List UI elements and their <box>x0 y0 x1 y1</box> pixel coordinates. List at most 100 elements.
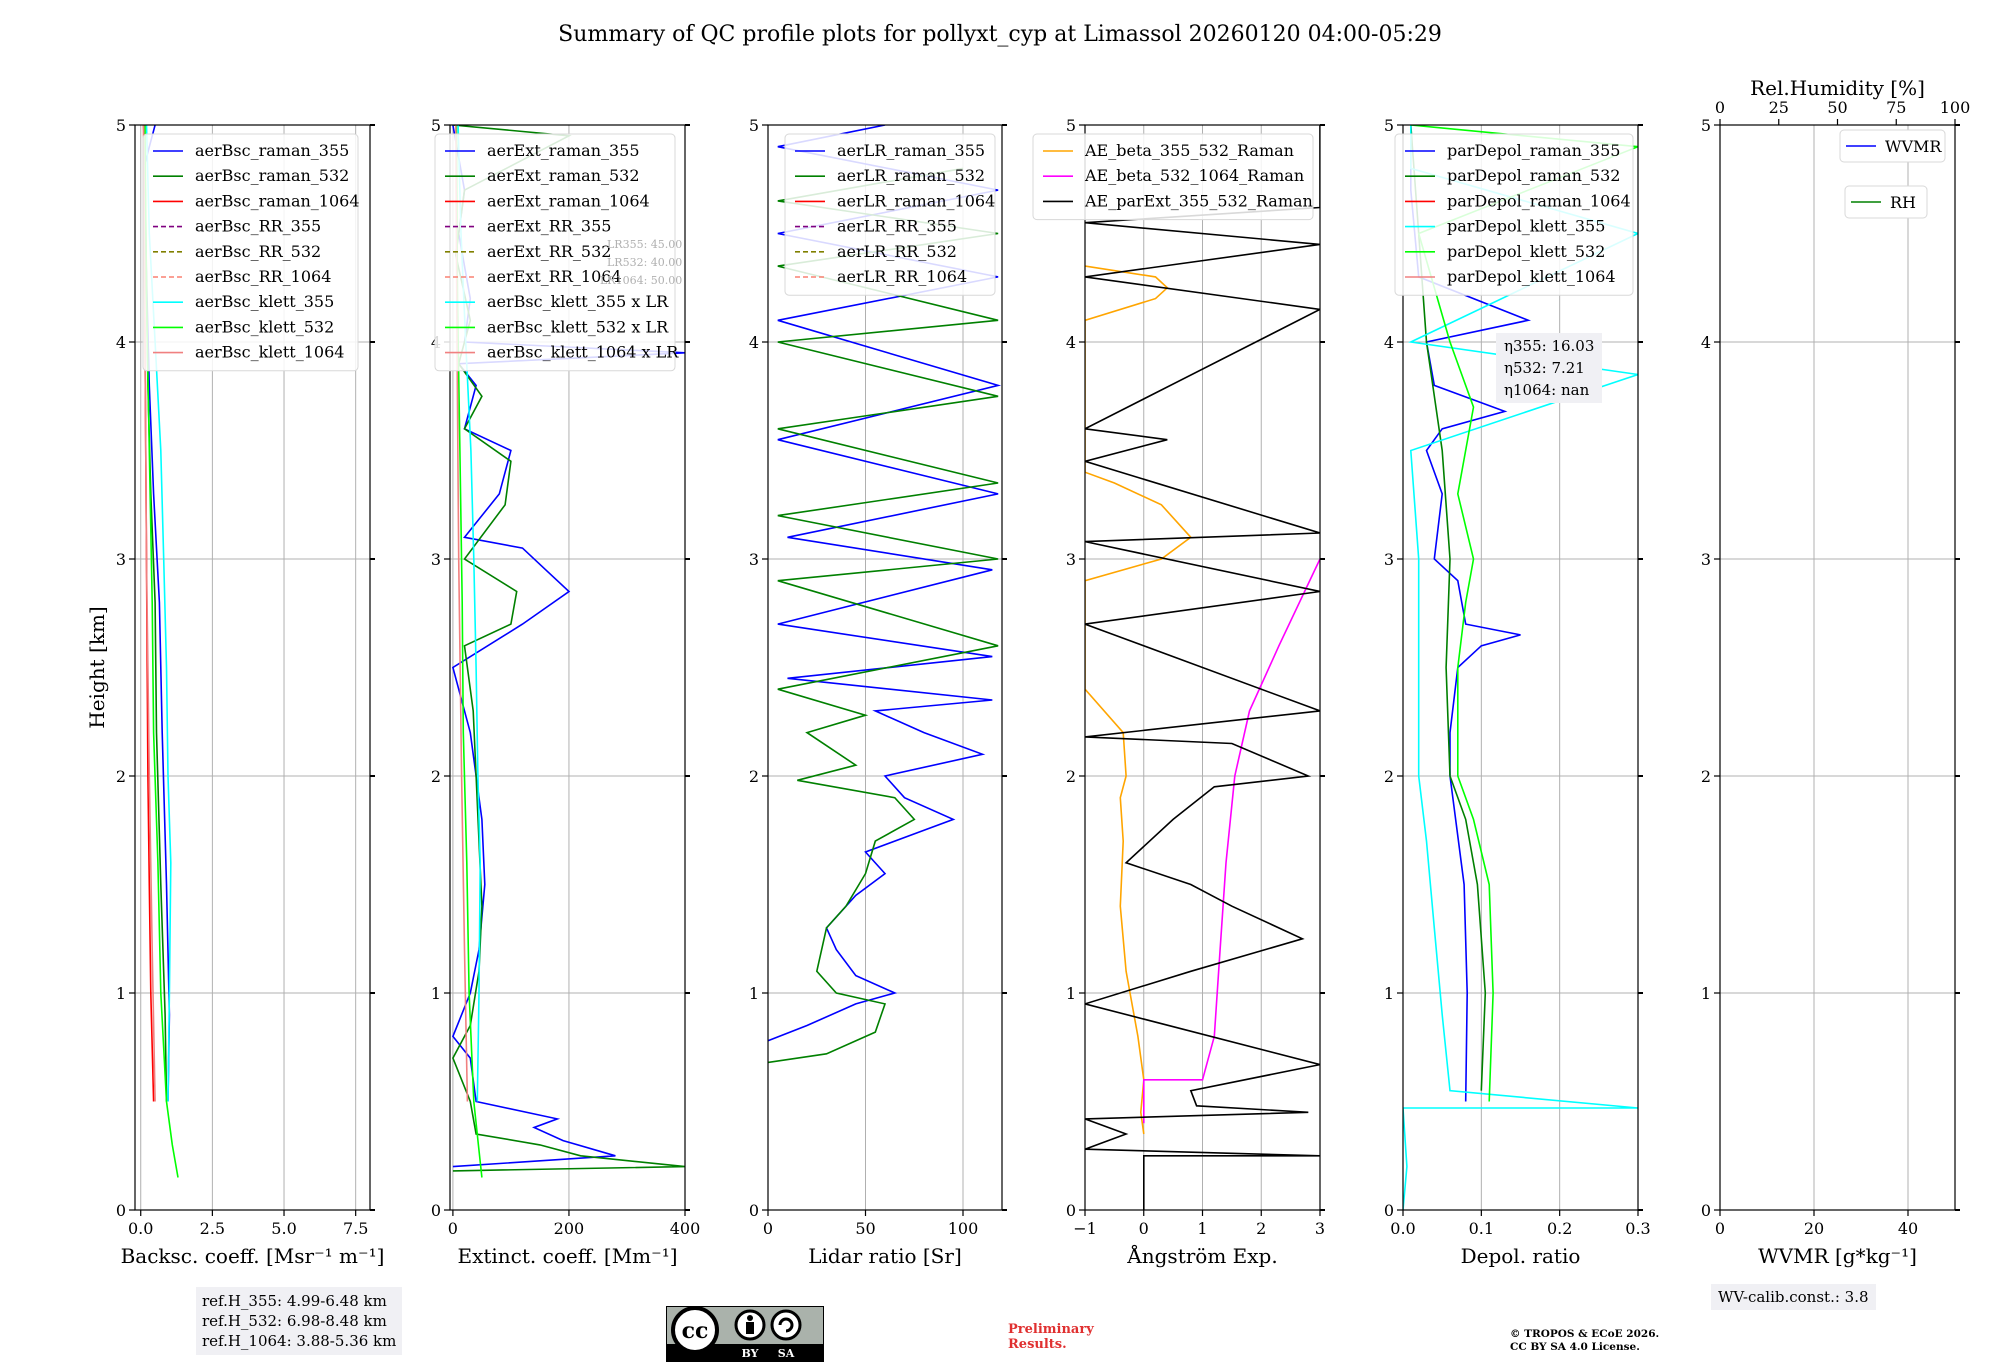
legend-label-ext-5: aerExt_RR_1064 <box>487 267 622 286</box>
ytick-label-depol-1: 1 <box>1384 984 1394 1003</box>
panel-wv: 0 20 40 0 1 2 3 4 5 WVMR [g*kg⁻¹] 0 25 50 75 100 Rel.Hu… <box>1701 76 1970 1268</box>
x2-axis-label-wv: Rel.Humidity [%] <box>1750 76 1925 100</box>
panel-ext: 0200400012345Extinct. coeff. [Mm⁻¹]aerEx… <box>431 116 700 1268</box>
ytick-label-ae-2: 2 <box>1066 767 1076 786</box>
legend-label-ext-0: aerExt_raman_355 <box>487 141 640 160</box>
cc-by-label: BY <box>742 1347 759 1360</box>
legend-box-lr <box>784 133 996 296</box>
x-axis-label-wv: WVMR [g*kg⁻¹] <box>1758 1244 1917 1268</box>
ytick-label-bsc-0: 0 <box>116 1201 126 1220</box>
ytick-label-ae-3: 3 <box>1066 550 1076 569</box>
xtick-label-depol-0: 0.0 <box>1390 1219 1415 1238</box>
ytick-label-wv-3: 3 <box>1701 550 1711 569</box>
legend-label-ext-4: aerExt_RR_532 <box>487 242 611 261</box>
legend-wv-1: RH <box>1844 185 1928 219</box>
ytick-label-ae-5: 5 <box>1066 116 1076 135</box>
ytick-label-depol-4: 4 <box>1384 333 1394 352</box>
xtick-label-depol-1: 0.1 <box>1469 1219 1494 1238</box>
legend-label-bsc-7: aerBsc_klett_532 <box>195 317 334 336</box>
ref-height-box: ref.H_355: 4.99-6.48 km ref.H_532: 6.98-… <box>196 1287 403 1355</box>
cc-sa-label: SA <box>778 1347 795 1360</box>
svg-text:cc: cc <box>682 1318 709 1344</box>
copyright-line-2: CC BY SA 4.0 License. <box>1510 1341 1640 1353</box>
plot-frame-wv <box>1719 124 1956 1211</box>
legend-label-bsc-3: aerBsc_RR_355 <box>195 217 321 236</box>
xtick-label-ae-1: 0 <box>1139 1219 1149 1238</box>
ytick-label-depol-2: 2 <box>1384 767 1394 786</box>
legend-label-bsc-4: aerBsc_RR_532 <box>195 242 321 261</box>
legend-label-ae-0: AE_beta_355_532_Raman <box>1084 141 1294 160</box>
series-group-lr <box>768 125 1002 1064</box>
ytick-label-lr-5: 5 <box>749 116 759 135</box>
ytick-label-lr-0: 0 <box>749 1201 759 1220</box>
legend-box-bsc <box>142 133 359 372</box>
ytick-label-bsc-2: 2 <box>116 767 126 786</box>
legend-label-ext-6: aerBsc_klett_355 x LR <box>487 292 669 311</box>
panel-lr: 0 50 100 0 1 2 3 4 5 Lidar ratio [Sr] aerLR_raman_… <box>749 116 1007 1268</box>
legend-lr: aerLR_raman_355 aerLR_raman_532 aerLR_rama… <box>784 133 996 296</box>
lr-fixed-532: LR532: 40.00 <box>607 256 683 269</box>
ytick-label-ae-0: 0 <box>1066 1201 1076 1220</box>
legend-label-ext-3: aerExt_RR_355 <box>487 217 611 236</box>
series-line-ae-0 <box>1085 265 1192 1135</box>
plot-frame-lr <box>767 124 1003 1211</box>
ytick-label-wv-1: 1 <box>1701 984 1711 1003</box>
ytick-label-ext-5: 5 <box>431 116 441 135</box>
ytick-label-ext-3: 3 <box>431 550 441 569</box>
legend-label-bsc-1: aerBsc_raman_532 <box>195 166 349 185</box>
xtick-label-bsc-2: 5.0 <box>271 1219 296 1238</box>
xtick-label-wv-1: 20 <box>1804 1219 1824 1238</box>
legend-label-ext-2: aerExt_raman_1064 <box>487 191 650 210</box>
ytick-label-lr-2: 2 <box>749 767 759 786</box>
ytick-label-depol-3: 3 <box>1384 550 1394 569</box>
x-axis-label-bsc: Backsc. coeff. [Msr⁻¹ m⁻¹] <box>121 1244 385 1268</box>
eta-355: η355: 16.03 <box>1504 337 1595 355</box>
xtick-label-ext-1: 200 <box>554 1219 585 1238</box>
legend-label-bsc-5: aerBsc_RR_1064 <box>195 267 331 286</box>
ytick-label-lr-3: 3 <box>749 550 759 569</box>
ref-height-1064: ref.H_1064: 3.88-5.36 km <box>202 1332 397 1350</box>
legend-label-lr-0: aerLR_raman_355 <box>837 141 985 160</box>
xtick-label-bsc-0: 0.0 <box>128 1219 153 1238</box>
legend-label-depol-1: parDepol_raman_532 <box>1447 166 1620 185</box>
series-line-ext-0 <box>451 125 685 1168</box>
xtick-label-bsc-1: 2.5 <box>200 1219 225 1238</box>
ytick-label-wv-0: 0 <box>1701 1201 1711 1220</box>
eta-box: η355: 16.03 η532: 7.21 η1064: nan <box>1496 333 1603 403</box>
eta-532: η532: 7.21 <box>1504 359 1585 377</box>
ytick-label-ae-4: 4 <box>1066 333 1076 352</box>
ytick-label-wv-4: 4 <box>1701 333 1711 352</box>
xtick-label-ae-3: 2 <box>1256 1219 1266 1238</box>
wv-calib-box: WV-calib.const.: 3.8 <box>1711 1284 1876 1310</box>
legend-label-lr-3: aerLR_RR_355 <box>837 217 957 236</box>
legend-label-bsc-8: aerBsc_klett_1064 <box>195 343 344 362</box>
ytick-label-bsc-5: 5 <box>116 116 126 135</box>
copyright-note: © TROPOS & ECoE 2026. CC BY SA 4.0 Licen… <box>1510 1328 1659 1354</box>
ytick-label-depol-0: 0 <box>1384 1201 1394 1220</box>
xtick-label-wv-2: 40 <box>1898 1219 1918 1238</box>
legend-box-wv-1 <box>1844 185 1928 219</box>
legend-ext: aerExt_raman_355 aerExt_raman_532 aerExt_r… <box>434 133 679 372</box>
x-axis-label-ext: Extinct. coeff. [Mm⁻¹] <box>457 1244 677 1268</box>
y-axis-label: Height [km] <box>85 606 109 728</box>
figure-title: Summary of QC profile plots for pollyxt_… <box>558 22 1442 47</box>
x-axis-label-ae: Ångström Exp. <box>1126 1243 1277 1268</box>
legend-box-ext <box>434 133 676 372</box>
plot-frame-depol <box>1402 124 1639 1211</box>
x2tick-label-wv-3: 75 <box>1886 98 1906 117</box>
ytick-label-lr-1: 1 <box>749 984 759 1003</box>
panel-depol: 0.0 0.1 0.2 0.3 0 1 2 3 4 5 Depol. ratio parDepol_r… <box>1384 116 1651 1268</box>
legend-label-ext-1: aerExt_raman_532 <box>487 166 640 185</box>
xtick-label-depol-3: 0.3 <box>1625 1219 1650 1238</box>
x2tick-label-wv-2: 50 <box>1827 98 1847 117</box>
xtick-label-ae-4: 3 <box>1315 1219 1325 1238</box>
series-line-bsc-7 <box>144 125 179 1178</box>
preliminary-line-1: Preliminary <box>1008 1322 1094 1337</box>
ref-height-355: ref.H_355: 4.99-6.48 km <box>202 1292 387 1310</box>
legend-label-depol-2: parDepol_raman_1064 <box>1447 191 1631 210</box>
legend-box-ae <box>1032 133 1314 221</box>
series-line-ext-7 <box>455 125 483 1178</box>
xtick-label-ext-0: 0 <box>448 1219 458 1238</box>
ytick-label-ext-2: 2 <box>431 767 441 786</box>
